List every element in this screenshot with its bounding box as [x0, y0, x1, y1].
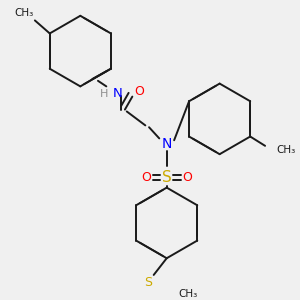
Text: H: H	[100, 89, 109, 99]
Text: CH₃: CH₃	[14, 8, 33, 18]
Text: O: O	[134, 85, 144, 98]
Text: O: O	[141, 171, 151, 184]
Text: O: O	[182, 171, 192, 184]
Text: CH₃: CH₃	[179, 290, 198, 299]
Text: N: N	[161, 137, 172, 151]
Text: N: N	[112, 87, 122, 100]
Text: CH₃: CH₃	[276, 145, 296, 154]
Text: S: S	[162, 170, 172, 185]
Text: S: S	[144, 276, 152, 289]
